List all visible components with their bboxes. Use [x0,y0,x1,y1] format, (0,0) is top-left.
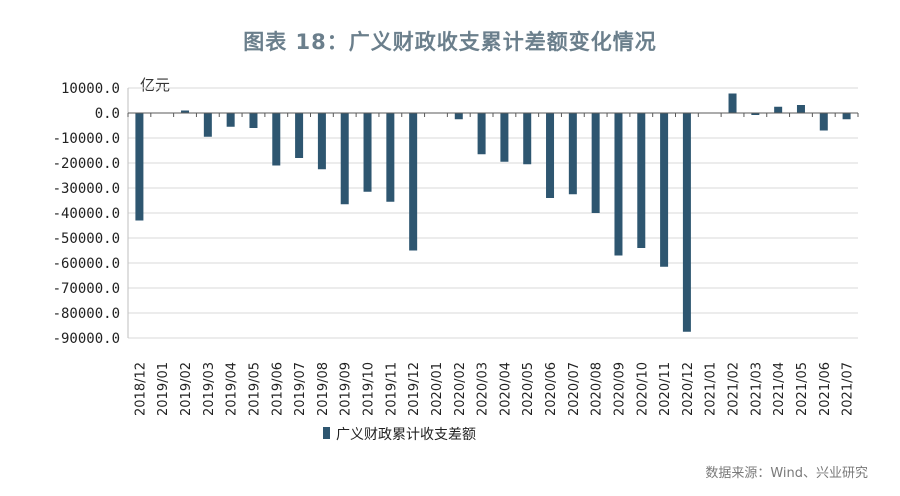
bar [728,93,737,113]
y-tick-label: 0.0 [95,106,120,122]
y-tick-label: -30000.0 [53,181,120,197]
bar [751,113,760,115]
y-tick-label: -80000.0 [53,306,120,322]
x-tick-label: 2020/11 [658,362,673,416]
bar [340,113,349,205]
x-tick-label: 2019/11 [384,362,399,416]
bar [637,113,646,248]
bar [500,113,509,162]
x-tick-label: 2020/01 [430,362,445,416]
chart-title: 图表 18：广义财政收支累计差额变化情况 [243,30,657,54]
bar [842,113,851,120]
x-tick-label: 2020/10 [635,362,650,416]
x-tick-label: 2021/03 [749,362,764,416]
bar [203,113,212,137]
legend-swatch [323,427,330,439]
bar [226,113,235,127]
x-tick-label: 2019/08 [316,362,331,416]
x-tick-label: 2021/01 [704,362,719,416]
y-tick-label: -70000.0 [53,281,120,297]
y-tick-label: -50000.0 [53,231,120,247]
x-tick-label: 2019/01 [156,362,171,416]
bar [363,113,372,192]
x-tick-label: 2020/12 [681,362,696,416]
bar [591,113,600,213]
bar [295,113,304,158]
x-tick-label: 2020/04 [498,362,513,416]
y-tick-label: -10000.0 [53,131,120,147]
bar [135,113,144,221]
x-tick-label: 2019/06 [270,362,285,416]
legend-label: 广义财政累计收支差额 [336,427,476,443]
bar [614,113,623,256]
bar [477,113,486,155]
bar [272,113,281,166]
y-tick-label: -90000.0 [53,331,120,347]
x-tick-label: 2020/06 [544,362,559,416]
y-axis-unit-label: 亿元 [140,76,171,94]
x-tick-label: 2019/10 [362,362,377,416]
bar [454,113,463,120]
x-tick-label: 2021/07 [841,362,856,416]
x-tick-label: 2020/09 [612,362,627,416]
x-tick-label: 2020/08 [590,362,605,416]
bar [523,113,532,165]
bar [249,113,258,128]
x-tick-label: 2020/02 [453,362,468,416]
x-tick-label: 2019/07 [293,362,308,416]
bar [660,113,669,267]
x-tick-label: 2018/12 [133,362,148,416]
x-tick-label: 2021/05 [795,362,810,416]
bar [796,105,805,113]
x-tick-label: 2020/03 [476,362,491,416]
x-tick-label: 2019/04 [225,362,240,416]
x-tick-label: 2021/04 [772,362,787,416]
y-tick-label: -60000.0 [53,256,120,272]
y-tick-label: -20000.0 [53,156,120,172]
x-tick-label: 2019/09 [339,362,354,416]
data-source-note: 数据来源：Wind、兴业研究 [705,466,868,481]
bar [317,113,326,170]
y-tick-label: -40000.0 [53,206,120,222]
bar [774,106,783,113]
x-tick-label: 2019/12 [407,362,422,416]
y-tick-label: 10000.0 [61,81,120,97]
bar [386,113,395,202]
bar [546,113,555,198]
bar [819,113,828,131]
x-tick-label: 2019/03 [202,362,217,416]
x-tick-label: 2021/02 [727,362,742,416]
bar [682,113,691,332]
x-tick-label: 2021/06 [818,362,833,416]
bar [181,110,190,113]
x-tick-label: 2019/05 [247,362,262,416]
x-tick-label: 2020/07 [567,362,582,416]
x-tick-label: 2020/05 [521,362,536,416]
bar [409,113,418,251]
bar [568,113,577,195]
x-tick-label: 2019/02 [179,362,194,416]
